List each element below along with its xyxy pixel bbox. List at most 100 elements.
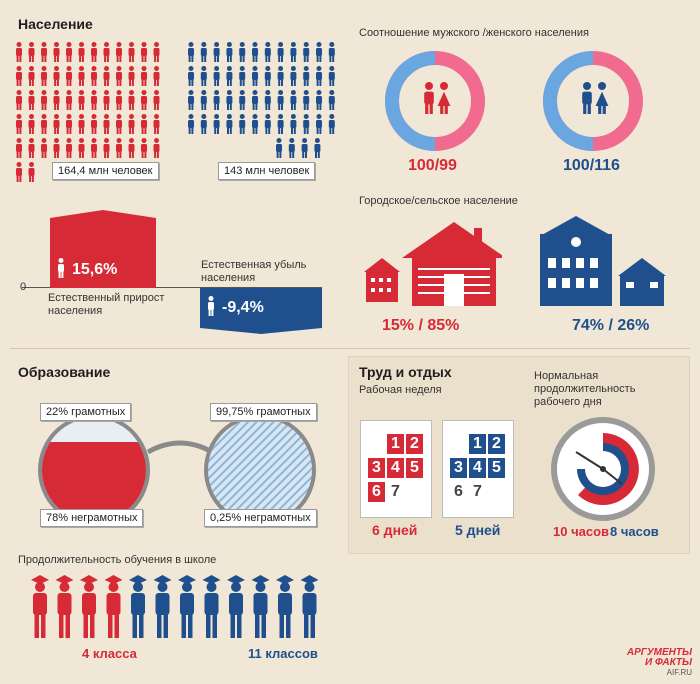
person-icon [41,66,47,86]
person-icon [252,66,258,86]
person-icon [141,90,147,110]
person-icon [188,42,194,62]
russia-population-label: 164,4 млн человек [52,162,159,180]
person-icon [141,42,147,62]
logo-line1: АРГУМЕНТЫ [626,647,692,658]
calendar-day: 3 [368,458,385,478]
person-icon [53,114,60,134]
person-icon [226,66,233,86]
clock-icon [551,417,655,521]
decline-value: -9,4% [222,299,264,316]
person-icon [16,162,22,182]
person-icon [78,90,85,110]
person-icon [41,90,47,110]
person-icon [103,138,110,158]
calendar-day: 5 [488,458,505,478]
person-icon [16,66,22,86]
calendar-day: 3 [450,458,467,478]
urban-ratio-left: 15% / 85% [382,317,460,334]
person-icon [53,90,60,110]
person-icon [239,90,246,110]
person-icon [328,90,335,110]
graduate-icon [202,575,221,638]
person-icon [91,90,97,110]
left-illiterate-label: 78% неграмотных [40,509,144,527]
work-week-title: Рабочая неделя [359,384,442,396]
person-icon [303,66,310,86]
person-icon [103,114,110,134]
week-left-days: 6 дней [372,522,418,538]
right-illiterate-label: 0,25% неграмотных [204,509,317,527]
person-icon [41,42,47,62]
graduate-icon [300,575,319,638]
person-icon [91,138,97,158]
person-icon [226,42,233,62]
school-years-right: 11 классов [248,646,318,661]
person-icon [200,42,207,62]
calendar-day: 2 [488,434,505,454]
growth-person-icon [58,258,64,278]
person-icon [277,66,284,86]
person-icon [264,114,271,134]
usa-houses-icon [540,216,666,306]
graduate-icon [178,575,196,638]
person-icon [116,90,122,110]
person-icon [252,114,258,134]
calendar-day: 5 [406,458,423,478]
person-icon [153,90,160,110]
person-icon [116,42,122,62]
person-icon [226,90,233,110]
person-icon [264,66,271,86]
person-icon [277,114,284,134]
school-years-left: 4 класса [82,646,137,661]
graduate-icon [80,575,98,638]
education-title: Образование [18,364,111,380]
school-title: Продолжительность обучения в школе [18,554,217,566]
person-icon [41,114,47,134]
person-icon [303,114,310,134]
person-icon [188,114,194,134]
calendar-day: 6 [454,483,463,500]
person-icon [188,66,194,86]
person-icon [16,138,22,158]
calendar-day: 1 [387,434,404,454]
person-icon [153,114,160,134]
person-icon [290,90,297,110]
person-icon [128,42,135,62]
work-title: Труд и отдых [359,364,452,380]
person-icon [264,42,271,62]
person-icon [264,90,271,110]
gender-ratio-left: 100/99 [408,157,457,174]
gender-ratio-right: 100/116 [563,157,620,174]
person-icon [153,66,160,86]
calendar-day: 4 [387,458,404,478]
person-icon [78,66,85,86]
person-icon [213,114,220,134]
person-icon [53,66,60,86]
person-icon [316,66,322,86]
gender-donut-left [385,51,485,151]
growth-bar [50,210,156,288]
person-icon [103,90,110,110]
day-right-hours: 8 часов [610,524,659,539]
person-icon [213,90,220,110]
person-icon [252,90,258,110]
graduate-icon [251,575,270,638]
person-icon [103,66,110,86]
person-icon [290,114,297,134]
person-icon [328,66,335,86]
person-icon [66,114,72,134]
graduate-icon [153,575,172,638]
person-icon [28,114,35,134]
person-icon [316,90,322,110]
decline-person-icon [208,296,214,316]
person-icon [41,138,47,158]
person-icon [78,114,85,134]
calendar-day: 6 [368,482,385,502]
person-icon [328,114,335,134]
person-icon [200,114,207,134]
couple-icon [582,82,609,114]
person-icon [28,66,35,86]
person-icon [188,90,194,110]
section-divider [10,348,690,349]
